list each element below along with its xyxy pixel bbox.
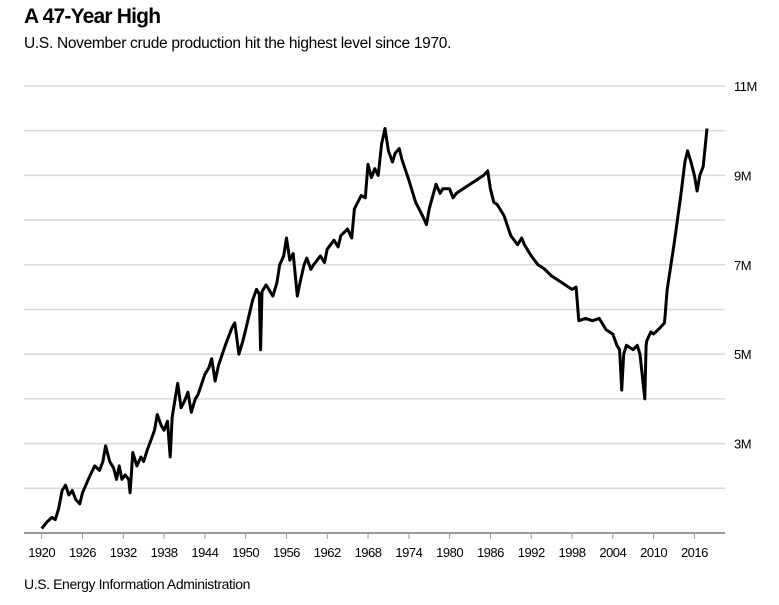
x-tick-label: 1938 [151, 545, 178, 560]
chart-source: U.S. Energy Information Administration [24, 576, 251, 592]
x-tick-label: 1974 [395, 545, 422, 560]
x-tick-label: 1926 [69, 545, 96, 560]
x-tick-label: 1950 [232, 545, 259, 560]
x-tick-label: 1968 [355, 545, 382, 560]
x-tick-label: 1920 [28, 545, 55, 560]
x-tick-label: 2016 [681, 545, 708, 560]
x-tick-label: 1932 [110, 545, 137, 560]
x-tick-label: 1998 [559, 545, 586, 560]
chart-title: A 47-Year High [24, 5, 161, 28]
y-tick-label: 5M [734, 347, 751, 362]
x-tick-label: 1944 [191, 545, 218, 560]
y-tick-label: 11M [734, 79, 757, 94]
production-line [40, 127, 709, 530]
x-tick-label: 1956 [273, 545, 300, 560]
y-tick-label: 7M [734, 258, 751, 273]
x-tick-label: 2010 [640, 545, 667, 560]
x-tick-label: 1980 [436, 545, 463, 560]
y-tick-label: 9M [734, 168, 751, 183]
x-tick-label: 1986 [477, 545, 504, 560]
x-tick-label: 1962 [314, 545, 341, 560]
x-tick-label: 1992 [518, 545, 545, 560]
y-tick-label: 3M [734, 437, 751, 452]
x-tick-label: 2004 [599, 545, 626, 560]
chart-subtitle: U.S. November crude production hit the h… [24, 35, 452, 52]
